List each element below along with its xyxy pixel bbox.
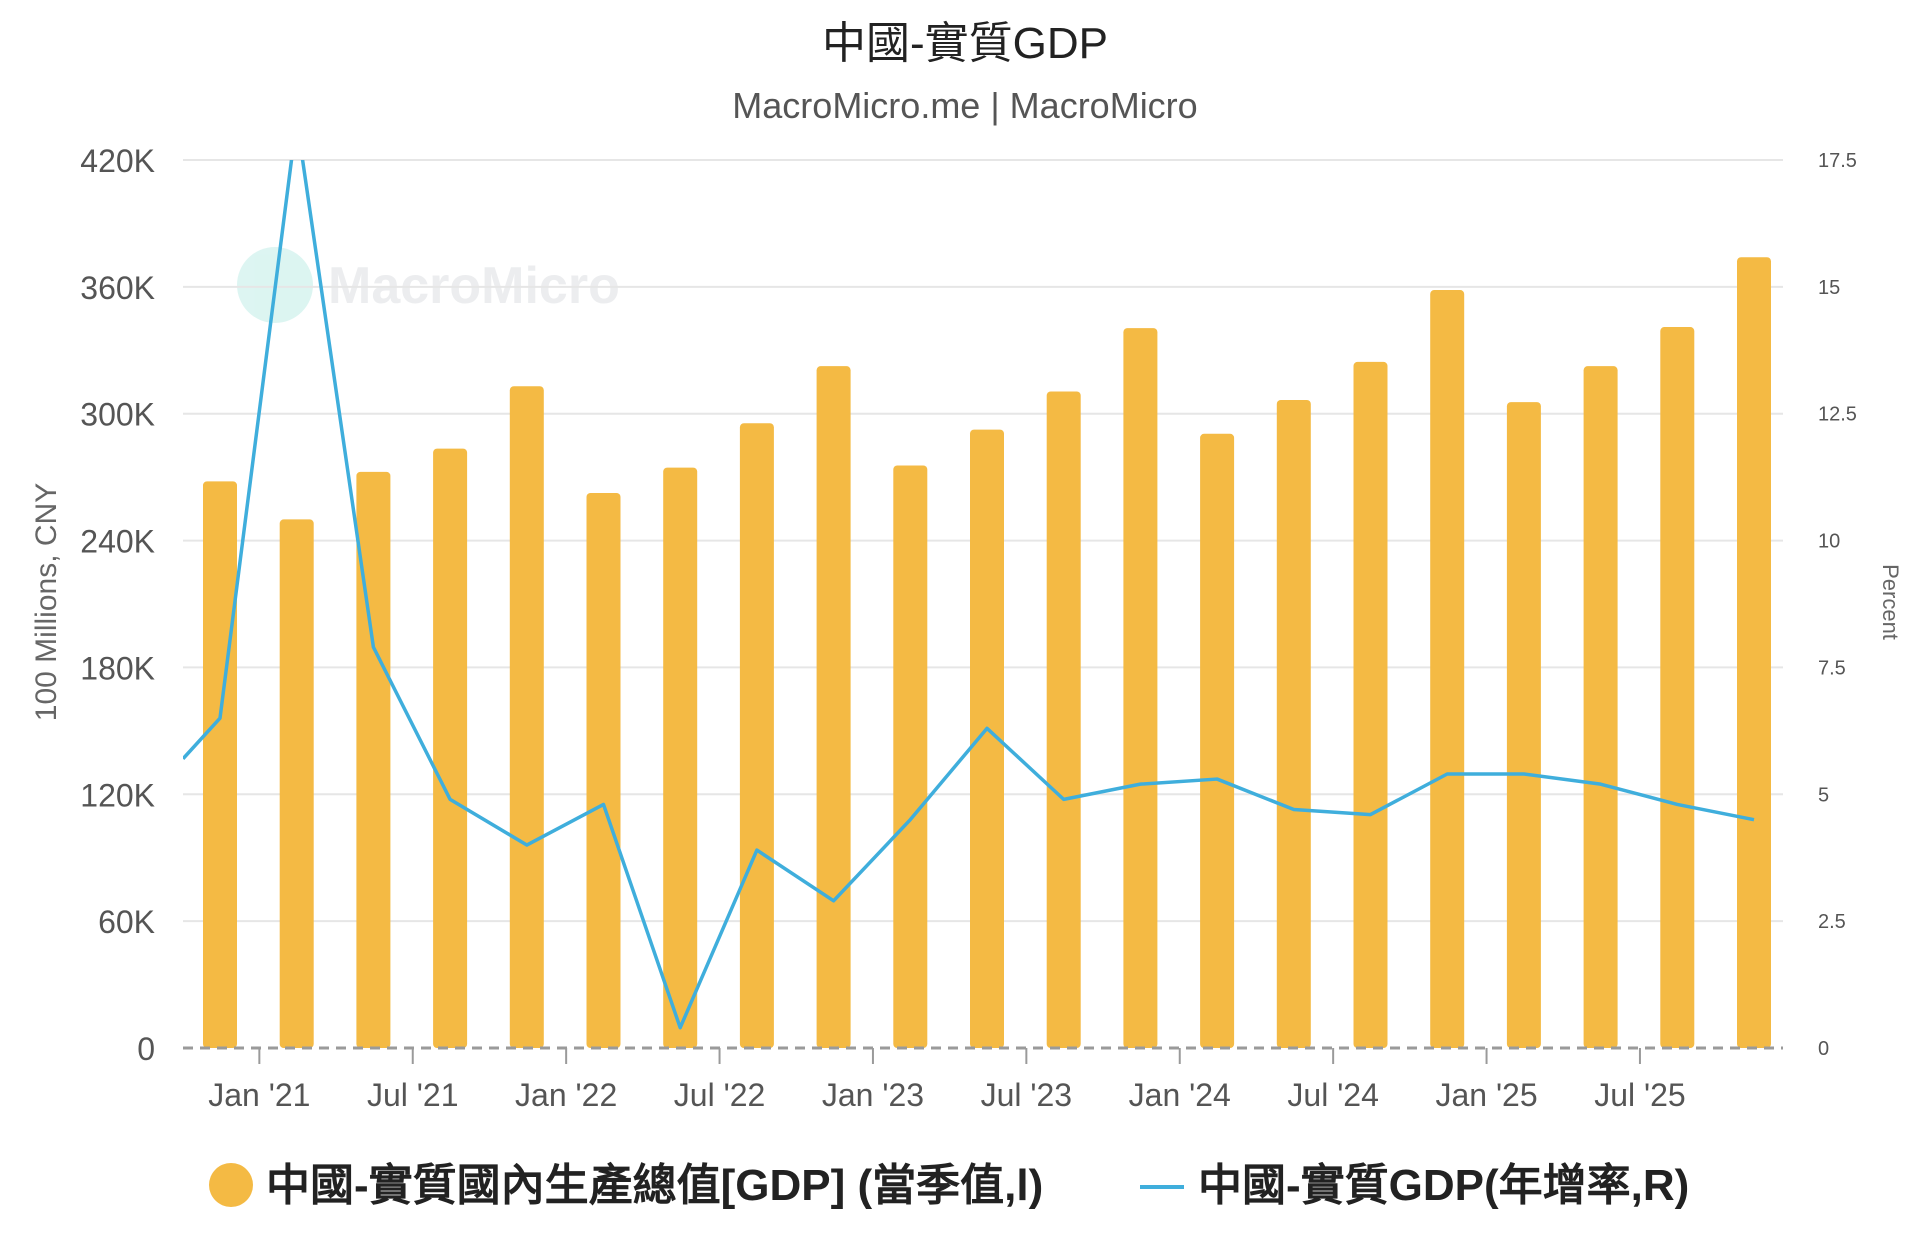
y2-tick-label: 7.5 [1818, 657, 1846, 679]
y2-tick-label: 17.5 [1818, 150, 1857, 172]
bar[interactable] [893, 466, 927, 1048]
bar[interactable] [1277, 400, 1311, 1048]
y-tick-label: 60K [98, 904, 155, 940]
bar-series [203, 257, 1771, 1048]
macromicro-watermark: MacroMicro [237, 247, 620, 323]
x-tick-label: Jul '21 [367, 1077, 459, 1113]
bar[interactable] [587, 493, 621, 1048]
x-tick-label: Jul '23 [981, 1077, 1073, 1113]
bar[interactable] [1047, 392, 1081, 1048]
bar[interactable] [740, 423, 774, 1048]
bar[interactable] [1200, 434, 1234, 1048]
bar[interactable] [1584, 366, 1618, 1048]
legend-line-series-label: 中國-實質GDP(年增率,R) [1198, 1161, 1689, 1210]
y-tick-label: 360K [80, 270, 155, 306]
y2-tick-label: 15 [1818, 277, 1840, 299]
x-tick-label: Jan '25 [1435, 1077, 1537, 1113]
bar[interactable] [817, 366, 851, 1048]
bar[interactable] [433, 449, 467, 1048]
bar[interactable] [663, 468, 697, 1048]
y-tick-label: 240K [80, 524, 155, 560]
y2-tick-label: 2.5 [1818, 911, 1846, 933]
x-tick-label: Jan '23 [822, 1077, 924, 1113]
x-tick-label: Jan '22 [515, 1077, 617, 1113]
legend-bar-series-label: 中國-實質國內生產總值[GDP] (當季值,l) [266, 1161, 1043, 1210]
bar[interactable] [1737, 257, 1771, 1048]
y-tick-label: 300K [80, 397, 155, 433]
x-tick-label: Jul '25 [1594, 1077, 1686, 1113]
bar[interactable] [203, 481, 237, 1048]
x-tick-label: Jul '24 [1287, 1077, 1379, 1113]
legend-item-line-series[interactable]: 中國-實質GDP(年增率,R) [1140, 1161, 1689, 1210]
y2-axis-label: Percent [1878, 564, 1903, 640]
legend-item-bar-series[interactable]: 中國-實質國內生產總值[GDP] (當季值,l) [209, 1161, 1043, 1210]
bar[interactable] [1354, 362, 1388, 1048]
y2-tick-label: 0 [1818, 1038, 1829, 1060]
y-tick-label: 120K [80, 777, 155, 813]
x-tick-label: Jul '22 [674, 1077, 766, 1113]
x-axis: Jan '21 Jul '21 Jan '22 Jul '22 Jan '23 Jul '… [208, 1048, 1685, 1113]
y-tick-label: 180K [80, 650, 155, 686]
y-axis-label: 100 Millions, CNY [30, 483, 63, 721]
y-tick-label: 420K [80, 143, 155, 179]
bar[interactable] [280, 519, 314, 1048]
y2-tick-label: 10 [1818, 531, 1840, 553]
bar[interactable] [1660, 327, 1694, 1048]
y2-tick-label: 5 [1818, 784, 1829, 806]
left-y-axis: 0 60K 120K 180K 240K 300K 360K 420K [80, 143, 155, 1067]
bar[interactable] [510, 386, 544, 1048]
right-y-axis: 0 2.5 5 7.5 10 12.5 15 17.5 [1818, 150, 1857, 1060]
legend-bar-swatch-icon [209, 1163, 253, 1207]
x-tick-label: Jan '24 [1129, 1077, 1231, 1113]
x-tick-label: Jan '21 [208, 1077, 310, 1113]
bar[interactable] [1430, 290, 1464, 1048]
y2-tick-label: 12.5 [1818, 404, 1857, 426]
bar[interactable] [1507, 402, 1541, 1048]
bar[interactable] [1123, 328, 1157, 1048]
y-tick-label: 0 [137, 1031, 155, 1067]
chart-title: 中國-實質GDP [822, 19, 1108, 68]
legend: 中國-實質國內生產總值[GDP] (當季值,l) 中國-實質GDP(年增率,R) [209, 1161, 1689, 1210]
chart-subtitle: MacroMicro.me | MacroMicro [732, 85, 1197, 126]
